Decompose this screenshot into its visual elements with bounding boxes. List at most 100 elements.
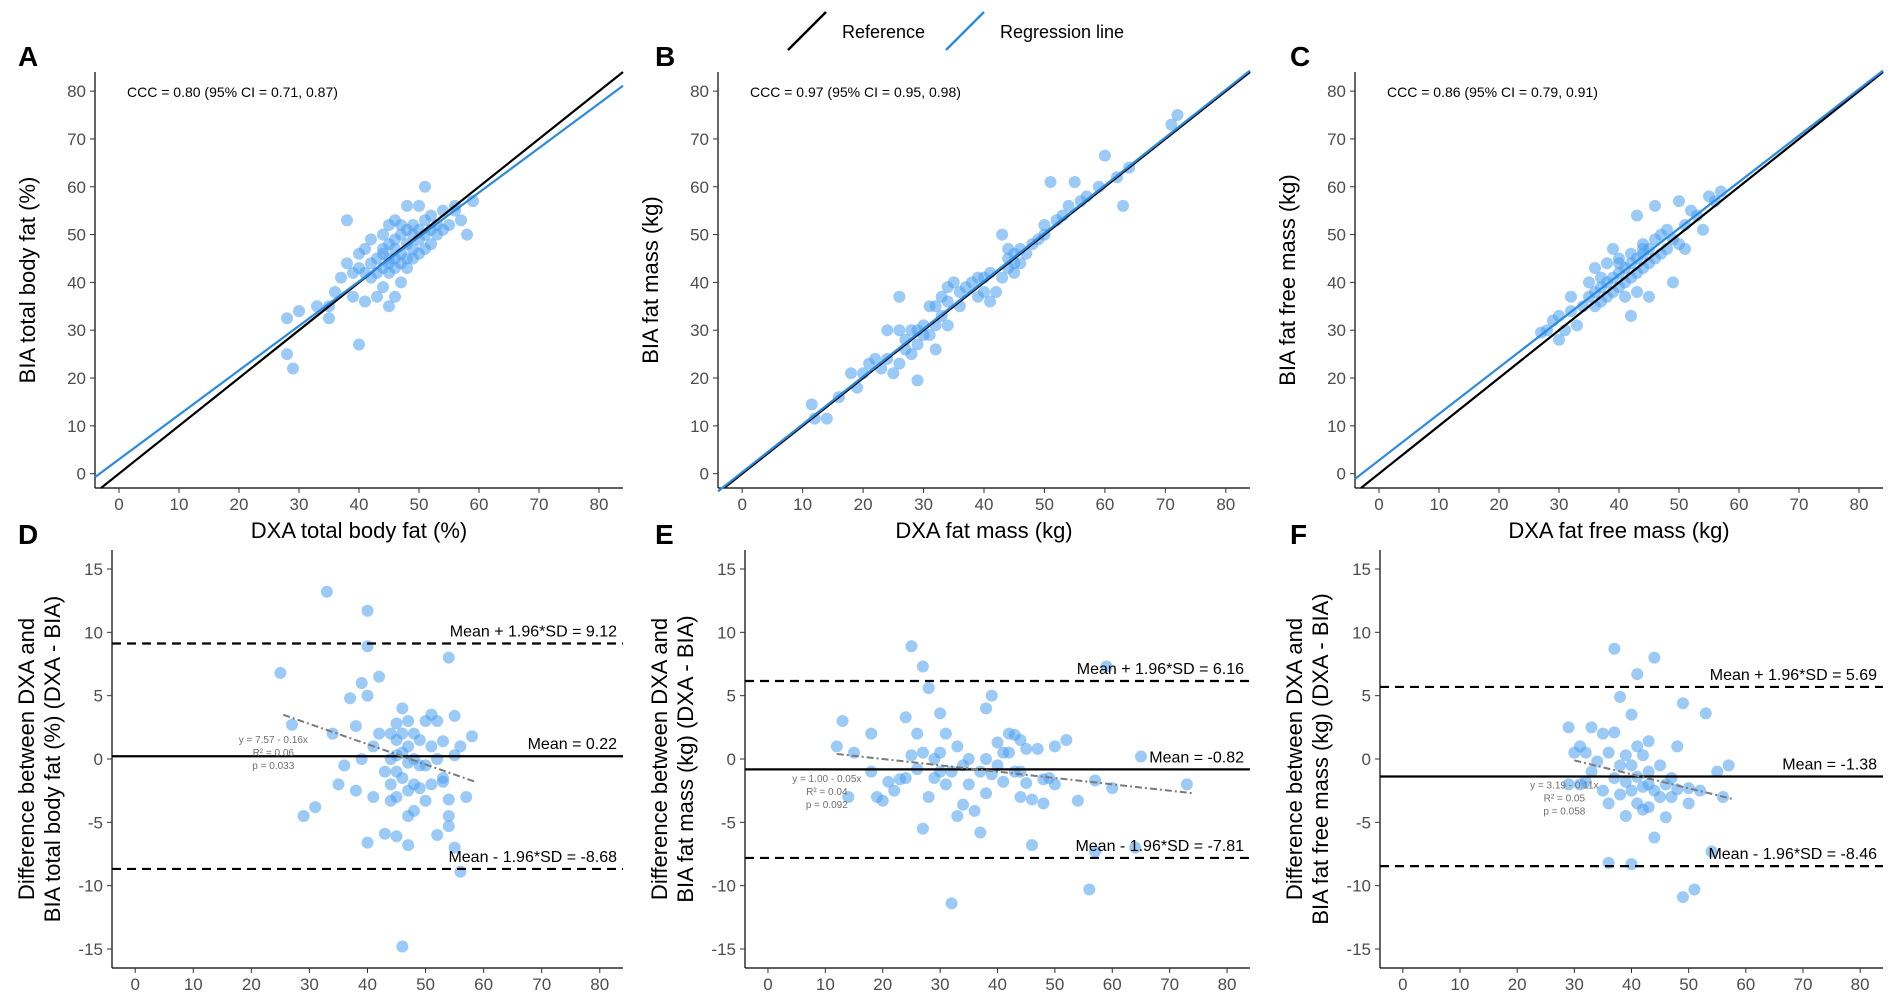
data-point (808, 412, 821, 425)
data-point (916, 660, 929, 673)
data-point (1619, 810, 1632, 822)
data-point (882, 775, 895, 788)
data-point (1607, 242, 1619, 255)
y-tick-label: 20 (1327, 369, 1346, 388)
y-tick-label: 0 (94, 750, 103, 769)
data-point (329, 285, 341, 298)
legend-regression-label: Regression line (1000, 22, 1124, 42)
x-tick-label: 50 (1670, 495, 1689, 514)
data-point (1614, 759, 1627, 772)
x-tick-label: 70 (1160, 975, 1179, 994)
reference-line (723, 71, 1251, 489)
data-point (1031, 742, 1044, 755)
data-point (1008, 266, 1021, 279)
data-point (962, 778, 975, 791)
y-tick-label: 0 (700, 465, 709, 484)
data-point (1694, 784, 1707, 797)
y-tick-label: 30 (67, 321, 86, 340)
data-point (466, 730, 479, 743)
regression-equation-line: R² = 0.06 (253, 748, 295, 759)
x-tick-label: 30 (1565, 975, 1584, 994)
data-point (1619, 290, 1631, 303)
y-tick-label: -15 (78, 940, 103, 959)
data-point (287, 362, 299, 375)
x-tick-label: 70 (532, 975, 551, 994)
x-tick-label: 0 (1374, 495, 1383, 514)
y-tick-label: 60 (690, 178, 709, 197)
data-point (934, 746, 947, 759)
data-point (968, 804, 981, 817)
y-tick-label: 15 (717, 560, 736, 579)
data-point (355, 677, 368, 689)
data-point (887, 367, 900, 380)
y-tick-label: 15 (1352, 560, 1371, 579)
x-tick-label: 10 (1430, 495, 1449, 514)
y-tick-label: 0 (727, 750, 736, 769)
data-point (1682, 797, 1695, 810)
data-point (978, 285, 990, 298)
data-point (1608, 772, 1621, 784)
legend-reference-swatch (787, 11, 827, 51)
data-point (297, 810, 310, 822)
data-point (461, 228, 473, 241)
data-point (1562, 721, 1575, 734)
data-point (1589, 262, 1601, 275)
data-point (1048, 740, 1061, 753)
regression-equation-line: p = 0.092 (806, 800, 848, 811)
data-point (962, 753, 975, 765)
data-point (359, 295, 371, 308)
x-tick-label: 0 (130, 975, 139, 994)
data-point (320, 585, 333, 598)
regression-line (94, 84, 624, 478)
data-point (1083, 883, 1096, 896)
data-point (1631, 668, 1644, 681)
x-axis-label: DXA fat free mass (kg) (1508, 518, 1729, 543)
y-tick-label: 50 (690, 226, 709, 245)
x-axis-label: DXA fat mass (kg) (895, 518, 1072, 543)
data-point (1579, 746, 1592, 759)
data-point (425, 778, 438, 791)
data-point (425, 209, 437, 222)
data-point (1068, 175, 1081, 188)
data-point (349, 720, 362, 733)
data-point (390, 830, 403, 843)
data-point (377, 281, 389, 294)
data-point (1117, 199, 1130, 212)
data-point (1585, 765, 1598, 778)
x-tick-label: 60 (470, 495, 489, 514)
y-tick-label: 40 (1327, 273, 1346, 292)
data-point (402, 715, 415, 727)
data-point (436, 735, 449, 748)
data-point (1165, 118, 1178, 131)
data-point (1631, 285, 1643, 298)
y-tick-label: 15 (84, 560, 103, 579)
data-point (1648, 651, 1661, 664)
regression-equation-line: y = 7.57 - 0.16x (239, 735, 308, 746)
x-tick-label: 80 (590, 495, 609, 514)
data-point (985, 689, 998, 702)
x-tick-label: 40 (975, 495, 994, 514)
upper-limit-label: Mean + 1.96*SD = 9.12 (450, 623, 617, 640)
data-point (442, 651, 455, 664)
data-point (1654, 759, 1667, 772)
data-point (361, 836, 374, 849)
y-tick-label: 80 (1327, 82, 1346, 101)
data-point (1071, 794, 1084, 807)
x-tick-label: 80 (1216, 495, 1235, 514)
data-point (929, 300, 942, 313)
data-point (1129, 841, 1142, 854)
regression-equation-line: p = 0.058 (1543, 806, 1585, 817)
y-axis-label: BIA fat free mass (kg) (1275, 174, 1300, 386)
data-point (1688, 883, 1701, 896)
data-point (1625, 309, 1637, 322)
data-point (1025, 793, 1038, 806)
data-point (805, 398, 818, 411)
y-axis-label-line2: BIA total body fat (%) (DXA - BIA) (40, 596, 65, 922)
y-tick-label: 60 (67, 178, 86, 197)
data-point (455, 214, 467, 227)
data-point (365, 233, 377, 246)
x-tick-label: 60 (474, 975, 493, 994)
data-point (1673, 195, 1685, 208)
data-point (384, 778, 397, 791)
